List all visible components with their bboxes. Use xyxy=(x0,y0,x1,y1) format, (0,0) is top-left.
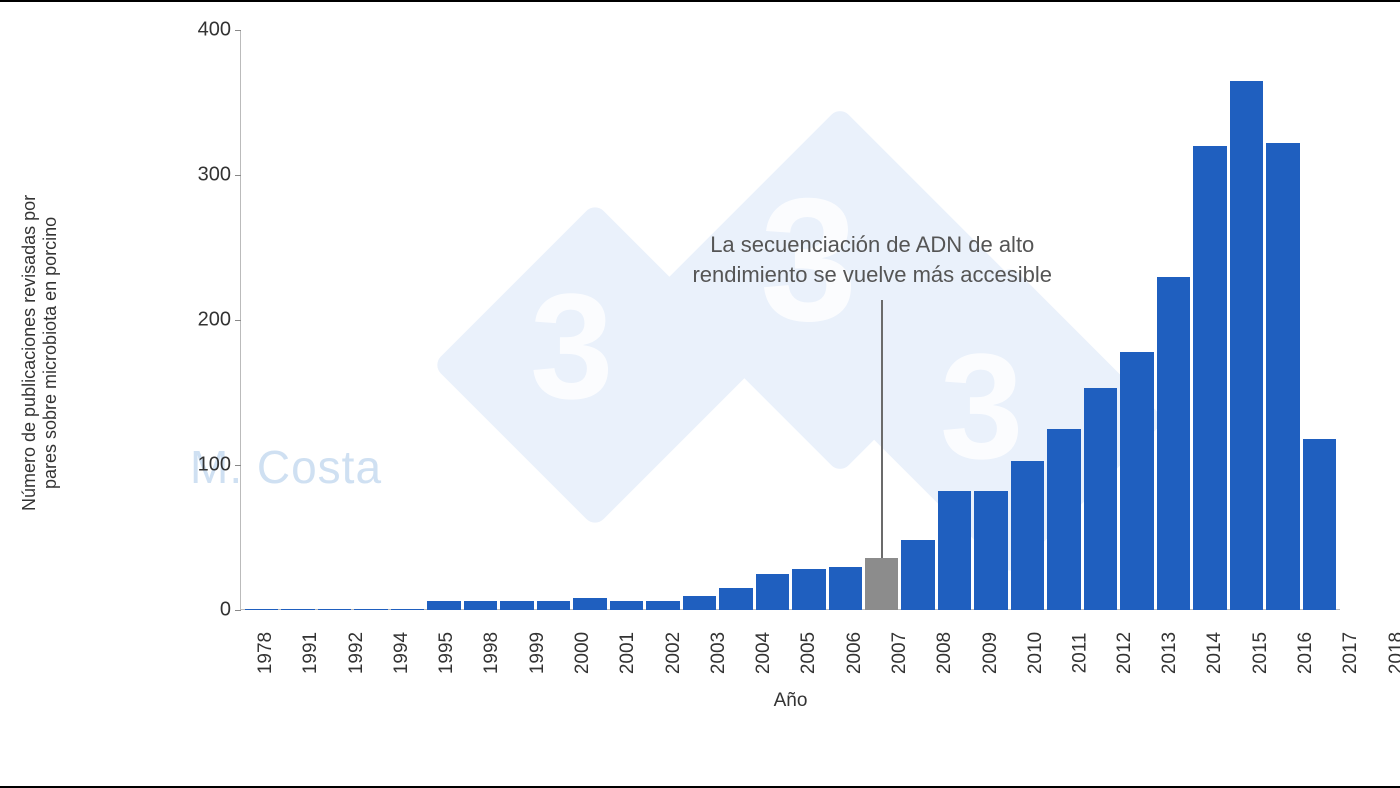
x-tick-label: 1995 xyxy=(426,618,468,640)
y-axis-label-line2: pares sobre microbiota en porcino xyxy=(40,195,61,511)
y-tick-label: 400 xyxy=(186,19,231,42)
x-tick-label: 2013 xyxy=(1149,618,1191,640)
x-tick-label: 1991 xyxy=(290,618,332,640)
x-tick-label: 1992 xyxy=(336,618,378,640)
bar-2022 xyxy=(1303,439,1336,610)
x-tick-label: 2009 xyxy=(970,618,1012,640)
x-tick-label: 1999 xyxy=(517,618,559,640)
bar-1995 xyxy=(391,609,424,610)
bar-1998 xyxy=(427,601,460,610)
x-tick-label: 2016 xyxy=(1285,618,1327,640)
x-tick-label: 1978 xyxy=(245,618,287,640)
top-border xyxy=(0,0,1400,2)
x-tick-label: 2003 xyxy=(698,618,740,640)
bar-2003 xyxy=(610,601,643,610)
x-labels-group: 1978199119921994199519981999200020012002… xyxy=(241,618,1340,640)
annotation-line2: rendimiento se vuelve más accesible xyxy=(692,262,1052,287)
bar-2021 xyxy=(1266,143,1299,610)
bar-2020 xyxy=(1230,81,1263,610)
bar-2006 xyxy=(719,588,752,610)
bar-2016 xyxy=(1084,388,1117,610)
annotation-leader-line xyxy=(881,300,883,558)
bar-2012 xyxy=(938,491,971,610)
bar-1978 xyxy=(245,609,278,610)
bar-2005 xyxy=(683,596,716,611)
annotation-line1: La secuenciación de ADN de alto xyxy=(710,232,1034,257)
y-tick-label: 200 xyxy=(186,309,231,332)
bar-2019 xyxy=(1193,146,1226,610)
bars-group xyxy=(241,30,1340,610)
x-axis-label: Año xyxy=(241,690,1340,712)
x-tick-label: 2000 xyxy=(562,618,604,640)
bar-2010 xyxy=(865,558,898,610)
annotation-text: La secuenciación de ADN de alto rendimie… xyxy=(637,230,1107,289)
bar-2018 xyxy=(1157,277,1190,611)
chart-container: 3 3 3 M. Costa Número de publicaciones r… xyxy=(110,20,1370,760)
bar-2001 xyxy=(537,601,570,610)
bar-1994 xyxy=(354,609,387,610)
bar-2017 xyxy=(1120,352,1153,610)
bar-2014 xyxy=(1011,461,1044,610)
y-axis-label: Número de publicaciones revisadas por pa… xyxy=(19,195,61,511)
x-tick-label: 2008 xyxy=(924,618,966,640)
y-tick-label: 100 xyxy=(186,454,231,477)
y-axis-label-line1: Número de publicaciones revisadas por xyxy=(19,195,39,511)
bar-2002 xyxy=(573,598,606,610)
x-tick-label: 2005 xyxy=(788,618,830,640)
bar-2011 xyxy=(901,540,934,610)
x-tick-label: 1994 xyxy=(381,618,423,640)
x-tick-label: 2001 xyxy=(607,618,649,640)
x-tick-label: 2017 xyxy=(1330,618,1372,640)
x-tick-label: 1998 xyxy=(471,618,513,640)
x-tick-label: 2011 xyxy=(1060,618,1101,640)
bar-2015 xyxy=(1047,429,1080,610)
bar-1992 xyxy=(318,609,351,610)
x-tick-label: 2006 xyxy=(834,618,876,640)
x-tick-label: 2002 xyxy=(653,618,695,640)
y-tick-mark xyxy=(235,610,241,611)
x-tick-label: 2018 xyxy=(1376,618,1400,640)
bar-2008 xyxy=(792,569,825,610)
bar-2009 xyxy=(829,567,862,611)
bar-2000 xyxy=(500,601,533,610)
bar-2004 xyxy=(646,601,679,610)
x-tick-label: 2015 xyxy=(1240,618,1282,640)
y-tick-label: 0 xyxy=(186,599,231,622)
x-tick-label: 2012 xyxy=(1104,618,1146,640)
bar-2013 xyxy=(974,491,1007,610)
plot-area: 0100200300400 19781991199219941995199819… xyxy=(240,30,1340,610)
bar-1999 xyxy=(464,601,497,610)
x-tick-label: 2010 xyxy=(1015,618,1057,640)
bar-1991 xyxy=(281,609,314,610)
bar-2007 xyxy=(756,574,789,610)
x-tick-label: 2007 xyxy=(879,618,921,640)
x-tick-label: 2004 xyxy=(743,618,785,640)
x-tick-label: 2014 xyxy=(1194,618,1236,640)
y-tick-label: 300 xyxy=(186,164,231,187)
